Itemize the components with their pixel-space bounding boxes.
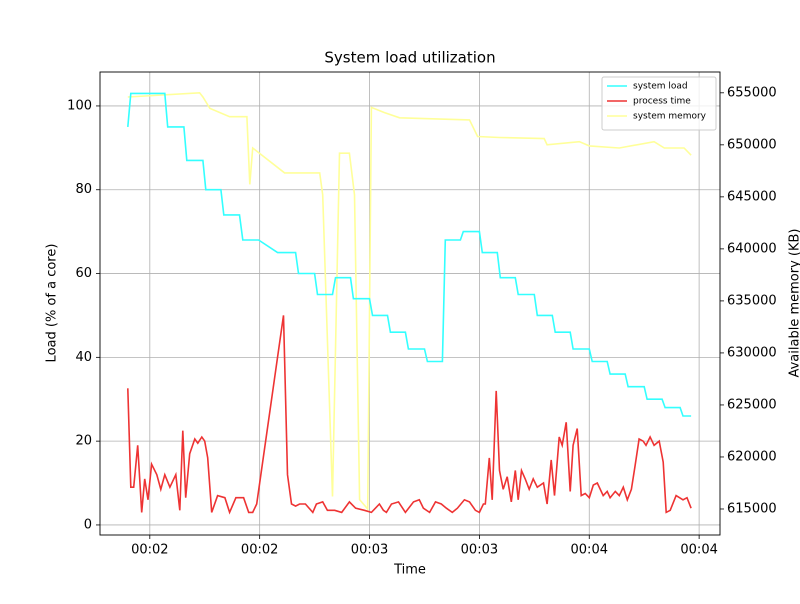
x-tick-label: 00:04 <box>571 543 608 558</box>
y-tick-label: 20 <box>75 434 92 449</box>
y2-tick-label: 650000 <box>727 137 777 152</box>
y-tick-label: 100 <box>67 98 92 113</box>
y2-tick-label: 640000 <box>727 241 777 256</box>
y2-tick-label: 625000 <box>727 397 777 412</box>
y2-tick-label: 635000 <box>727 293 777 308</box>
y-tick-label: 60 <box>75 266 92 281</box>
x-axis-label: Time <box>393 563 426 578</box>
y-tick-label: 80 <box>75 182 92 197</box>
y2-tick-label: 655000 <box>727 85 777 100</box>
y2-tick-label: 630000 <box>727 345 777 360</box>
y-axis-label: Load (% of a core) <box>45 244 60 363</box>
y2-axis-label: Available memory (KB) <box>788 228 800 377</box>
x-tick-label: 00:02 <box>241 543 278 558</box>
y2-tick-label: 645000 <box>727 189 777 204</box>
x-tick-label: 00:04 <box>680 543 717 558</box>
y-tick-label: 0 <box>84 517 92 532</box>
x-tick-label: 00:03 <box>351 543 388 558</box>
x-tick-label: 00:03 <box>461 543 498 558</box>
chart-title: System load utilization <box>324 49 495 67</box>
y2-tick-label: 620000 <box>727 449 777 464</box>
legend-label: system load <box>633 82 688 92</box>
y-tick-label: 40 <box>75 350 92 365</box>
legend-label: process time <box>633 97 691 107</box>
x-tick-label: 00:02 <box>131 543 168 558</box>
y2-tick-label: 615000 <box>727 501 777 516</box>
legend-label: system memory <box>633 112 707 122</box>
